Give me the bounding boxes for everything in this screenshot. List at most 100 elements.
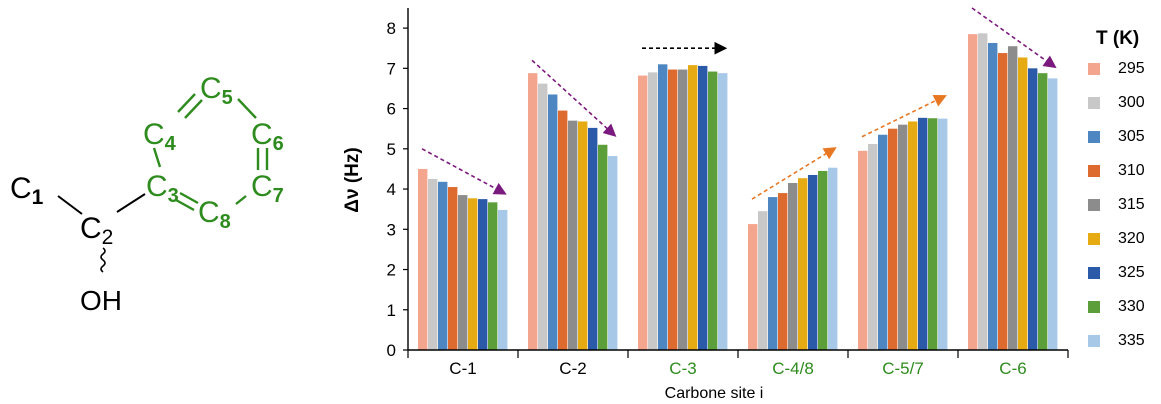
- bar-C-1-325: [478, 199, 488, 350]
- bar-C-4-8-300: [758, 211, 768, 350]
- y-axis-label: Δν (Hz): [342, 147, 363, 212]
- bar-C-4-8-330: [818, 170, 828, 350]
- bar-C-6-300: [978, 33, 988, 350]
- bar-C-6-335: [1048, 78, 1058, 351]
- atom-c5: C5: [200, 72, 233, 109]
- legend-swatch: [1088, 131, 1100, 143]
- bar-C-3-335: [718, 73, 728, 351]
- legend-swatch: [1088, 165, 1100, 177]
- legend-swatch: [1088, 233, 1100, 245]
- y-tick-label: 0: [387, 341, 396, 360]
- x-tick-label-C-3: C-3: [669, 359, 696, 378]
- bar-C-2-325: [588, 127, 598, 350]
- trend-arrow-C-1: [421, 148, 507, 195]
- bars-layer: [418, 33, 1058, 351]
- bar-C-6-305: [988, 42, 998, 350]
- legend-label: 300: [1118, 94, 1145, 111]
- y-tick-label: 7: [387, 59, 396, 78]
- trend-arrow-C-6: [971, 7, 1057, 69]
- y-tick-label: 8: [387, 19, 396, 38]
- legend-swatch: [1088, 301, 1100, 313]
- y-tick-label: 5: [387, 140, 396, 159]
- bar-C-2-295: [528, 73, 538, 351]
- bond-c1-c2: [57, 195, 83, 215]
- bar-C-2-315: [568, 120, 578, 351]
- legend-label: 330: [1118, 298, 1145, 315]
- bar-C-6-310: [998, 53, 1008, 351]
- bar-C-5-7-295: [858, 150, 868, 350]
- bar-C-1-320: [468, 198, 478, 350]
- bond-c4-c5-b: [177, 93, 196, 113]
- bar-C-2-320: [578, 121, 588, 350]
- legend-label: 335: [1118, 332, 1145, 349]
- y-tick-label: 3: [387, 220, 396, 239]
- legend-item-305: 305: [1082, 120, 1161, 154]
- bar-C-5-7-310: [888, 128, 898, 350]
- y-tick-label: 1: [387, 301, 396, 320]
- x-tick-label-C-1: C-1: [449, 359, 476, 378]
- y-tick-label: 6: [387, 100, 396, 119]
- aromatic-ring: [152, 93, 269, 212]
- bar-C-4-8-305: [768, 197, 778, 350]
- legend-item-310: 310: [1082, 154, 1161, 188]
- bar-C-1-315: [458, 195, 468, 350]
- atom-c6: C6: [251, 118, 284, 155]
- bar-C-1-330: [488, 202, 498, 350]
- bar-C-1-300: [428, 178, 438, 350]
- legend-item-300: 300: [1082, 86, 1161, 120]
- legend-label: 325: [1118, 264, 1145, 281]
- bar-C-5-7-300: [868, 143, 878, 350]
- legend-title: T (K): [1096, 28, 1140, 49]
- legend-label: 295: [1118, 60, 1145, 77]
- legend-swatch: [1088, 335, 1100, 347]
- bar-C-4-8-295: [748, 224, 758, 350]
- bar-C-3-305: [658, 64, 668, 351]
- legend-swatch: [1088, 63, 1100, 75]
- x-tick-label-C-2: C-2: [559, 359, 586, 378]
- legend-item-315: 315: [1082, 188, 1161, 222]
- bond-c3-c8-b: [175, 198, 195, 212]
- bar-C-3-320: [688, 65, 698, 350]
- bar-C-5-7-330: [928, 118, 938, 350]
- trend-arrows-layer: [421, 7, 1057, 200]
- x-tick-label-C-5-7: C-5/7: [882, 359, 924, 378]
- legend-swatch: [1088, 97, 1100, 109]
- atom-c7: C7: [251, 170, 284, 207]
- atom-c2: C2: [80, 212, 113, 249]
- legend-label: 315: [1118, 196, 1145, 213]
- bar-C-4-8-335: [828, 167, 838, 350]
- bar-C-1-310: [448, 187, 458, 350]
- bar-C-3-315: [678, 69, 688, 351]
- atom-c1: C1: [10, 172, 44, 209]
- bar-C-2-330: [598, 144, 608, 350]
- bond-c3-c8-a: [179, 191, 199, 205]
- atom-oh: OH: [80, 285, 122, 316]
- bar-C-4-8-320: [798, 178, 808, 350]
- y-tick-label: 2: [387, 261, 396, 280]
- bar-C-5-7-325: [918, 117, 928, 350]
- bar-C-6-320: [1018, 57, 1028, 350]
- legend-swatch: [1088, 267, 1100, 279]
- y-tick-label: 4: [387, 180, 396, 199]
- bar-C-5-7-335: [938, 118, 948, 350]
- bond-c7-c8: [235, 195, 247, 205]
- bar-C-3-295: [638, 75, 648, 351]
- trend-arrow-C-4-8: [751, 147, 837, 200]
- legend-item-330: 330: [1082, 290, 1161, 324]
- x-tick-label-C-6: C-6: [999, 359, 1026, 378]
- trend-arrow-C-5-7: [861, 94, 947, 138]
- bar-C-4-8-315: [788, 183, 798, 350]
- legend-item-295: 295: [1082, 52, 1161, 86]
- legend-swatch: [1088, 199, 1100, 211]
- bar-C-3-310: [668, 69, 678, 351]
- atom-c8: C8: [198, 196, 231, 233]
- atom-c4: C4: [143, 118, 177, 155]
- bar-C-3-325: [698, 65, 708, 351]
- bond-c5-c6: [237, 98, 257, 119]
- bar-C-5-7-305: [878, 134, 888, 350]
- trend-arrow-C-2: [531, 59, 617, 137]
- x-axis-label: Carbone site i: [665, 385, 764, 402]
- legend-item-335: 335: [1082, 324, 1161, 358]
- bar-C-5-7-320: [908, 121, 918, 350]
- bar-C-4-8-325: [808, 174, 818, 350]
